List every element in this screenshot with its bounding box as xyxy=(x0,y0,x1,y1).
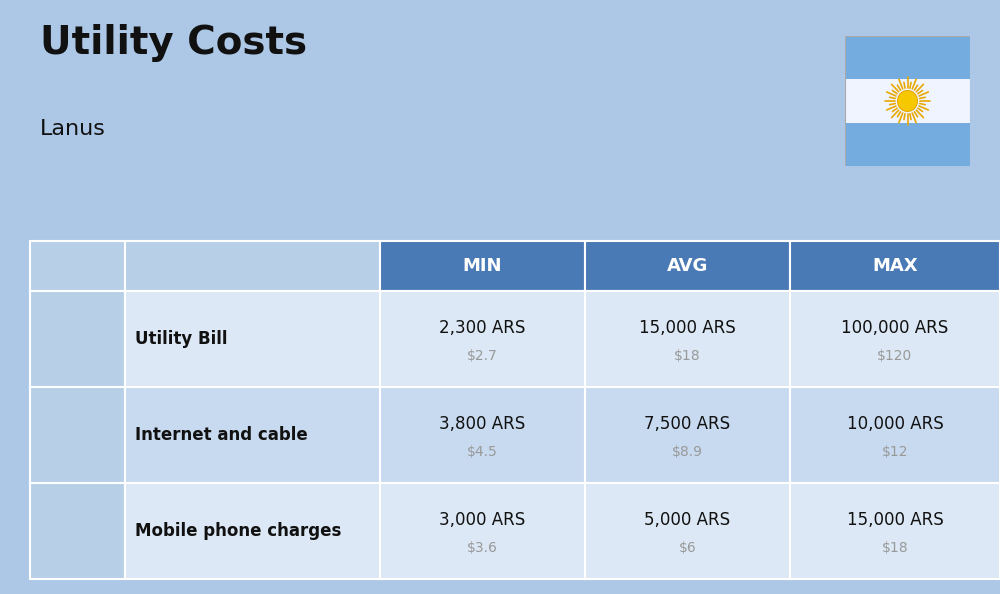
Text: $18: $18 xyxy=(674,349,701,364)
Text: 5,000 ARS: 5,000 ARS xyxy=(644,511,731,529)
Text: 100,000 ARS: 100,000 ARS xyxy=(841,318,949,337)
FancyBboxPatch shape xyxy=(71,533,81,543)
FancyBboxPatch shape xyxy=(62,533,72,543)
FancyBboxPatch shape xyxy=(50,445,105,466)
FancyBboxPatch shape xyxy=(79,315,96,338)
FancyBboxPatch shape xyxy=(79,523,90,533)
Text: 2,300 ARS: 2,300 ARS xyxy=(439,318,526,337)
FancyBboxPatch shape xyxy=(71,513,81,523)
Circle shape xyxy=(63,325,72,333)
FancyBboxPatch shape xyxy=(82,320,93,334)
Circle shape xyxy=(74,327,79,331)
Text: 3,000 ARS: 3,000 ARS xyxy=(439,511,526,529)
Circle shape xyxy=(898,90,918,112)
Bar xyxy=(845,79,970,123)
Text: 15,000 ARS: 15,000 ARS xyxy=(639,318,736,337)
Circle shape xyxy=(75,438,80,443)
Text: 7,500 ARS: 7,500 ARS xyxy=(644,415,731,432)
Text: 3,800 ARS: 3,800 ARS xyxy=(439,415,526,432)
Text: $3.6: $3.6 xyxy=(467,541,498,555)
Text: $6: $6 xyxy=(679,541,696,555)
Circle shape xyxy=(56,327,61,331)
Circle shape xyxy=(59,320,64,325)
Circle shape xyxy=(65,336,70,341)
Polygon shape xyxy=(85,345,93,353)
Text: $8.9: $8.9 xyxy=(672,446,703,459)
Bar xyxy=(845,123,970,166)
FancyBboxPatch shape xyxy=(64,508,91,556)
Text: MAX: MAX xyxy=(872,257,918,275)
Circle shape xyxy=(75,556,80,561)
FancyBboxPatch shape xyxy=(71,543,81,552)
Text: $4.5: $4.5 xyxy=(467,446,498,459)
Text: $12: $12 xyxy=(882,446,908,459)
Circle shape xyxy=(59,333,64,338)
FancyBboxPatch shape xyxy=(79,533,90,543)
Bar xyxy=(845,36,970,79)
Text: AVG: AVG xyxy=(667,257,708,275)
Text: Internet and cable: Internet and cable xyxy=(135,426,308,444)
Text: 10,000 ARS: 10,000 ARS xyxy=(847,415,943,432)
Circle shape xyxy=(60,321,76,337)
FancyBboxPatch shape xyxy=(71,523,81,533)
Text: 15,000 ARS: 15,000 ARS xyxy=(847,511,943,529)
Text: Mobile phone charges: Mobile phone charges xyxy=(135,522,341,540)
Text: $120: $120 xyxy=(877,349,913,364)
Text: $2.7: $2.7 xyxy=(467,349,498,364)
FancyBboxPatch shape xyxy=(62,513,72,523)
FancyBboxPatch shape xyxy=(62,543,72,552)
Text: Utility Costs: Utility Costs xyxy=(40,24,307,62)
Circle shape xyxy=(80,345,97,362)
Text: $18: $18 xyxy=(882,541,908,555)
Circle shape xyxy=(65,317,70,323)
Circle shape xyxy=(87,454,92,459)
FancyBboxPatch shape xyxy=(62,523,72,533)
FancyBboxPatch shape xyxy=(55,346,70,365)
FancyBboxPatch shape xyxy=(79,543,90,552)
Circle shape xyxy=(71,333,77,338)
FancyBboxPatch shape xyxy=(79,513,90,523)
FancyBboxPatch shape xyxy=(56,497,99,565)
Circle shape xyxy=(71,320,77,325)
Text: Utility Bill: Utility Bill xyxy=(135,330,228,348)
Text: MIN: MIN xyxy=(463,257,502,275)
Text: Lanus: Lanus xyxy=(40,119,106,139)
